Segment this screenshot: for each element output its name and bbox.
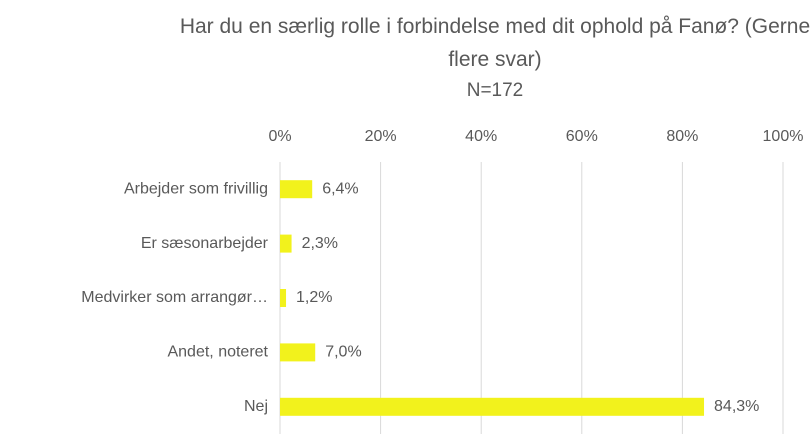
bar <box>280 397 705 416</box>
x-tick-label: 80% <box>666 128 698 145</box>
y-tick-label: Nej <box>244 398 268 415</box>
chart-title: Har du en særlig rolle i forbindelse med… <box>179 15 811 71</box>
x-tick-label: 100% <box>763 128 804 145</box>
bar <box>280 180 313 199</box>
data-label: 7,0% <box>325 344 361 361</box>
bar <box>280 234 292 253</box>
data-label: 6,4% <box>322 180 358 197</box>
y-tick-label: Medvirker som arrangør… <box>81 289 268 306</box>
x-tick-label: 20% <box>365 128 397 145</box>
y-tick-label: Andet, noteret <box>167 344 268 361</box>
data-label: 2,3% <box>302 235 338 252</box>
data-label: 1,2% <box>296 289 332 306</box>
x-tick-label: 40% <box>465 128 497 145</box>
bar <box>280 289 287 307</box>
chart-subtitle: N=172 <box>466 80 524 101</box>
y-tick-label: Er sæsonarbejder <box>141 235 269 252</box>
x-tick-label: 60% <box>566 128 598 145</box>
bar <box>280 343 316 362</box>
x-tick-label: 0% <box>268 128 291 145</box>
y-tick-label: Arbejder som frivillig <box>124 180 268 197</box>
data-label: 84,3% <box>714 398 759 415</box>
